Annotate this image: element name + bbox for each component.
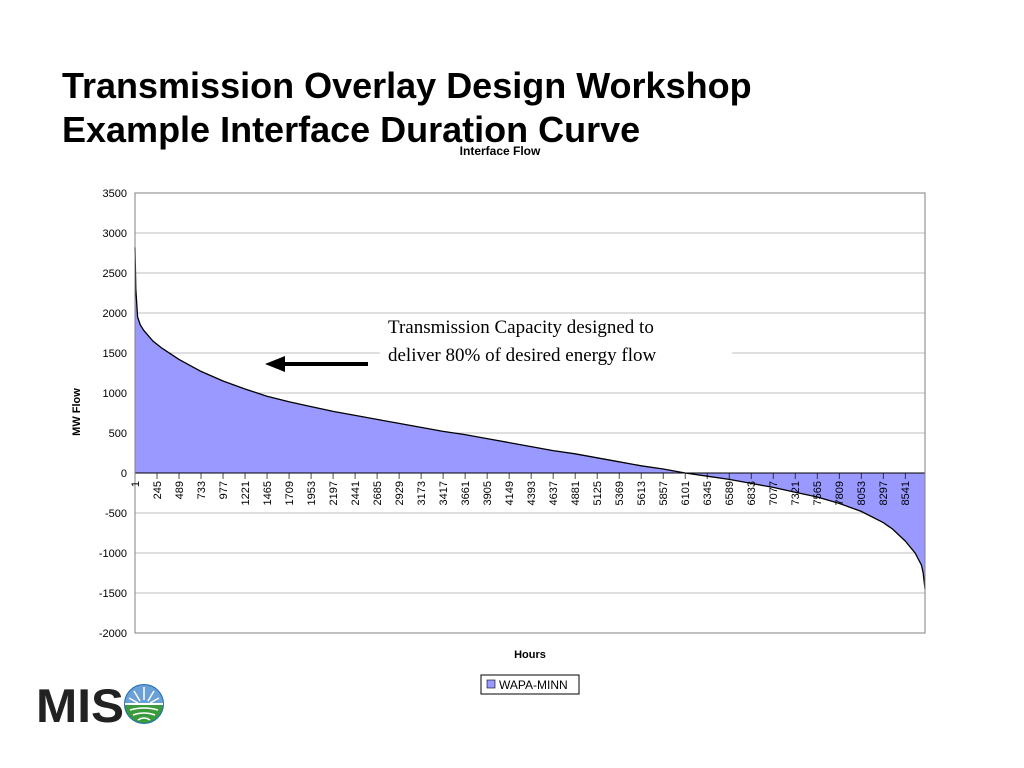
x-tick-label-35: 8541 — [900, 481, 912, 505]
slide-title-line1: Transmission Overlay Design Workshop — [62, 65, 752, 106]
logo-globe-icon — [124, 684, 164, 724]
y-tick-label-6: 500 — [109, 428, 127, 440]
x-tick-label-6: 1465 — [262, 481, 274, 505]
callout-text-box: Transmission Capacity designed to delive… — [380, 314, 732, 368]
y-tick-label-9: -1000 — [99, 548, 127, 560]
x-tick-label-30: 7321 — [790, 481, 802, 505]
x-tick-label-5: 1221 — [240, 481, 252, 505]
x-tick-label-27: 6589 — [724, 481, 736, 505]
x-tick-label-11: 2685 — [372, 481, 384, 505]
x-tick-label-21: 5125 — [592, 481, 604, 505]
x-tick-label-10: 2441 — [350, 481, 362, 505]
x-tick-label-7: 1709 — [284, 481, 296, 505]
x-tick-label-31: 7565 — [812, 481, 824, 505]
callout-arrow — [265, 356, 368, 372]
logo-wordmark: MIS — [36, 680, 124, 728]
series-area-wapa-minn — [135, 247, 925, 589]
x-tick-label-18: 4393 — [526, 481, 538, 505]
x-tick-label-29: 7077 — [768, 481, 780, 505]
legend: WAPA-MINN — [480, 674, 580, 695]
x-tick-label-15: 3661 — [460, 481, 472, 505]
x-tick-label-0: 1 — [130, 481, 142, 487]
slide-title-line2: Example Interface Duration Curve — [62, 109, 641, 150]
x-axis-label: Hours — [514, 649, 546, 661]
y-tick-label-11: -2000 — [99, 628, 127, 640]
legend-label: WAPA-MINN — [499, 678, 568, 692]
y-tick-label-8: -500 — [105, 508, 127, 520]
x-tick-label-8: 1953 — [306, 481, 318, 505]
x-tick-label-3: 733 — [196, 481, 208, 499]
chart-title: Interface Flow — [460, 144, 541, 158]
x-tick-label-4: 977 — [218, 481, 230, 499]
chart-series-layer — [134, 247, 926, 590]
x-axis-tick-labels: 1 245 489 733 977 1221 1465 1709 1953 2197 2441 268… — [130, 481, 912, 505]
legend-box — [480, 674, 580, 695]
callout-line1: Transmission Capacity designed to — [388, 317, 654, 338]
x-tick-label-14: 3417 — [438, 481, 450, 505]
callout-line2: deliver 80% of desired energy flow — [388, 345, 657, 366]
x-tick-label-12: 2929 — [394, 481, 406, 505]
y-tick-label-5: 1000 — [103, 388, 127, 400]
y-axis-tick-labels: 3500 3000 2500 2000 1500 1000 500 0 -500 -1000 -15… — [99, 188, 127, 640]
x-tick-label-26: 6345 — [702, 481, 714, 505]
y-tick-label-7: 0 — [121, 468, 127, 480]
x-tick-label-22: 5369 — [614, 481, 626, 505]
x-tick-label-34: 8297 — [878, 481, 890, 505]
x-tick-label-16: 3905 — [482, 481, 494, 505]
y-tick-label-3: 2000 — [103, 308, 127, 320]
x-tick-label-1: 245 — [152, 481, 164, 499]
plot-area-border — [134, 192, 926, 634]
x-tick-label-19: 4637 — [548, 481, 560, 505]
series-line-wapa-minn — [134, 247, 926, 590]
y-tick-label-4: 1500 — [103, 348, 127, 360]
x-tick-label-17: 4149 — [504, 481, 516, 505]
x-tick-label-23: 5613 — [636, 481, 648, 505]
x-tick-label-28: 6833 — [746, 481, 758, 505]
y-tick-label-10: -1500 — [99, 588, 127, 600]
x-tick-label-33: 8053 — [856, 481, 868, 505]
x-tick-label-24: 5857 — [658, 481, 670, 505]
x-tick-label-2: 489 — [174, 481, 186, 499]
x-tick-label-9: 2197 — [328, 481, 340, 505]
y-tick-label-0: 3500 — [103, 188, 127, 200]
x-tick-label-32: 7809 — [834, 481, 846, 505]
x-tick-label-13: 3173 — [416, 481, 428, 505]
x-tick-label-25: 6101 — [680, 481, 692, 505]
miso-logo: MIS — [36, 680, 164, 728]
slide-title: Transmission Overlay Design Workshop Exa… — [62, 64, 752, 152]
y-axis-label: MW Flow — [71, 388, 83, 436]
y-tick-label-2: 2500 — [103, 268, 127, 280]
x-tick-label-20: 4881 — [570, 481, 582, 505]
y-tick-label-1: 3000 — [103, 228, 127, 240]
legend-swatch — [486, 679, 496, 689]
